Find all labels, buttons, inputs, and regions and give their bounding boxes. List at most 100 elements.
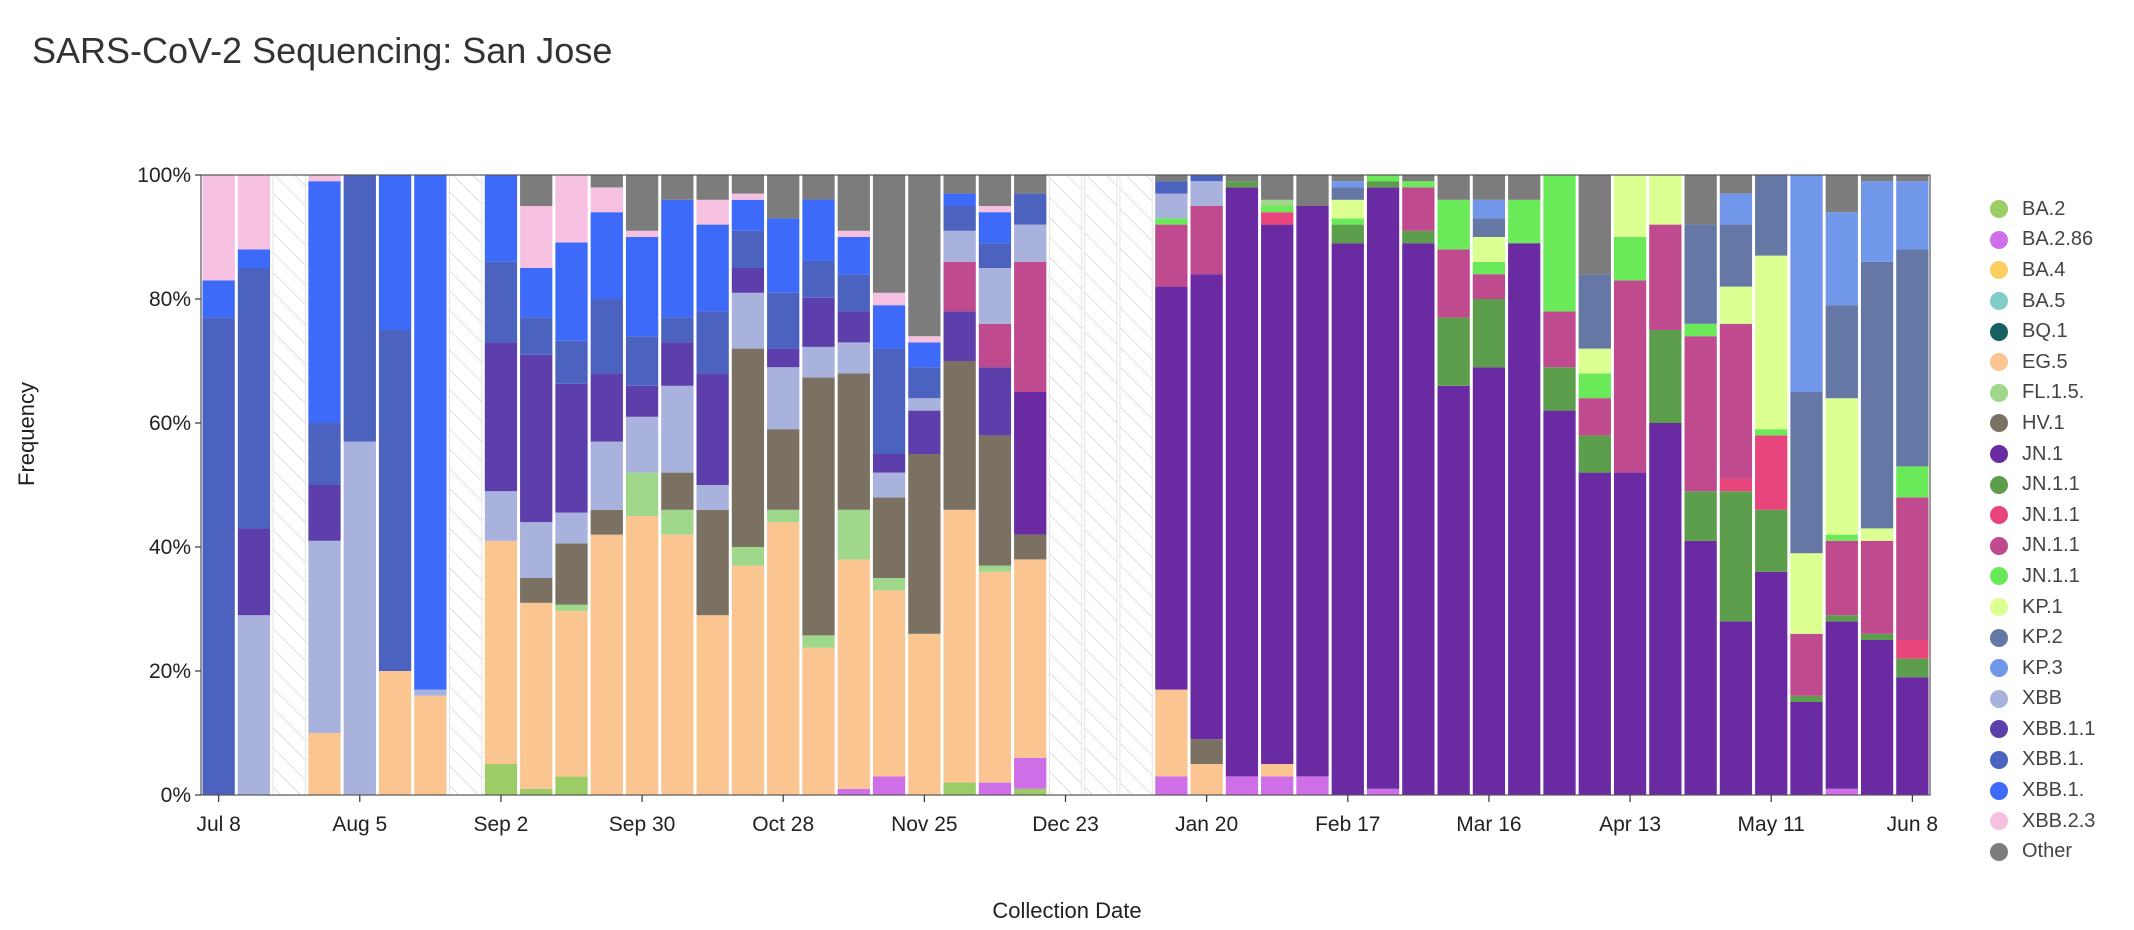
bar-segment bbox=[1014, 559, 1047, 758]
bar-segment bbox=[1613, 237, 1647, 281]
bar-segment bbox=[1190, 739, 1223, 764]
bar-segment bbox=[555, 543, 588, 605]
bar-segment bbox=[1261, 212, 1294, 225]
bar-segment bbox=[978, 212, 1012, 244]
bar-segment bbox=[237, 615, 271, 795]
legend-item: JN.1.1 bbox=[1990, 531, 2130, 562]
bar-segment bbox=[1860, 640, 1894, 795]
bar-segment bbox=[1190, 206, 1223, 275]
bar-segment bbox=[908, 336, 941, 343]
bar-segment bbox=[978, 268, 1012, 324]
bar-segment bbox=[520, 206, 553, 268]
bar-segment bbox=[520, 317, 553, 355]
bar-segment bbox=[696, 175, 729, 200]
bar-segment bbox=[661, 199, 694, 318]
bar-segment bbox=[1896, 175, 1929, 182]
bar-segment bbox=[1684, 175, 1717, 225]
bar-segment bbox=[414, 175, 447, 690]
bar-segment bbox=[1155, 224, 1188, 287]
bar-segment bbox=[1261, 199, 1294, 206]
legend-item: XBB.1.1 bbox=[1990, 714, 2130, 745]
bar-segment bbox=[1331, 175, 1364, 182]
bar-segment bbox=[520, 268, 553, 318]
bar-segment bbox=[943, 261, 976, 312]
bar-segment bbox=[520, 354, 553, 523]
bar-segment bbox=[202, 175, 235, 281]
bar-segment bbox=[696, 224, 729, 312]
bar-segment bbox=[1825, 621, 1858, 789]
bar-segment bbox=[908, 175, 941, 337]
bar-segment bbox=[1825, 540, 1858, 616]
x-tick-label: Feb 17 bbox=[1315, 813, 1380, 836]
bar-segment bbox=[1649, 224, 1682, 330]
bar-segment bbox=[1543, 410, 1576, 795]
bar-segment bbox=[484, 342, 518, 492]
bar-segment bbox=[1684, 540, 1717, 795]
legend-swatch bbox=[1990, 383, 2008, 402]
bar-segment bbox=[1825, 788, 1858, 795]
bar-segment bbox=[943, 230, 976, 262]
y-tick-label: 40% bbox=[149, 536, 191, 559]
bar-segment bbox=[378, 175, 412, 330]
legend-label: Other bbox=[2022, 840, 2073, 863]
bar-segment bbox=[308, 175, 341, 182]
axes-group: 0% 20% 40% 60% 80% 100% Jul 8 Aug 5 Sep 2 Sep 30 O… bbox=[137, 164, 1938, 836]
bar-segment bbox=[767, 218, 800, 293]
legend-label: BA.5 bbox=[2022, 289, 2066, 312]
bar-segment bbox=[1860, 540, 1894, 634]
legend-swatch bbox=[1990, 200, 2008, 219]
legend-label: FL.1.5. bbox=[2022, 381, 2085, 404]
bar-segment bbox=[837, 274, 870, 312]
bar-segment bbox=[908, 454, 941, 634]
bar-segment bbox=[1472, 274, 1506, 299]
bar-segment bbox=[872, 175, 906, 293]
bar-segment bbox=[590, 212, 623, 299]
legend-item: KP.1 bbox=[1990, 592, 2130, 623]
bar-segment bbox=[625, 516, 659, 795]
bar-segment bbox=[731, 547, 765, 566]
bar-segment bbox=[1472, 218, 1506, 237]
bar-segment bbox=[696, 509, 729, 616]
legend-swatch bbox=[1990, 812, 2008, 831]
legend-swatch bbox=[1990, 536, 2008, 555]
bar-segment bbox=[1860, 633, 1894, 640]
bar-segment bbox=[414, 689, 447, 696]
bar-segment bbox=[1649, 423, 1682, 795]
bar-segment bbox=[943, 361, 976, 510]
bar-segment bbox=[1896, 640, 1929, 659]
bar-segment bbox=[661, 342, 694, 386]
bar-segment bbox=[872, 497, 906, 578]
bar-segment bbox=[590, 187, 623, 213]
bar-segment bbox=[1578, 274, 1611, 349]
bar-segment bbox=[1331, 243, 1364, 795]
bar-segment bbox=[625, 230, 659, 237]
bar-segment bbox=[1684, 323, 1717, 337]
x-tick-label: Jan 20 bbox=[1175, 813, 1238, 836]
no-data-week bbox=[272, 174, 306, 796]
bar-segment bbox=[943, 206, 976, 231]
x-tick-label: Aug 5 bbox=[332, 813, 387, 836]
bar-segment bbox=[1719, 286, 1753, 324]
legend-item: BA.5 bbox=[1990, 286, 2130, 317]
bar-segment bbox=[661, 385, 694, 473]
bar-segment bbox=[378, 330, 412, 671]
bar-segment bbox=[943, 782, 976, 795]
bar-segment bbox=[837, 237, 870, 275]
bar-segment bbox=[978, 206, 1012, 213]
bar-segment bbox=[1613, 175, 1647, 237]
bar-segment bbox=[1755, 509, 1788, 572]
bar-segment bbox=[1860, 175, 1894, 182]
bar-segment bbox=[555, 512, 588, 544]
legend-item: XBB.1. bbox=[1990, 775, 2130, 806]
bar-segment bbox=[1790, 702, 1823, 795]
bar-segment bbox=[1825, 398, 1858, 535]
legend-item: BA.2 bbox=[1990, 194, 2130, 225]
bar-segment bbox=[1366, 181, 1400, 188]
bar-segment bbox=[696, 615, 729, 795]
bar-segment bbox=[1896, 677, 1929, 795]
bar-segment bbox=[837, 509, 870, 560]
bar-segment bbox=[378, 671, 412, 795]
bar-segment bbox=[520, 522, 553, 578]
bar-segment bbox=[767, 522, 800, 795]
